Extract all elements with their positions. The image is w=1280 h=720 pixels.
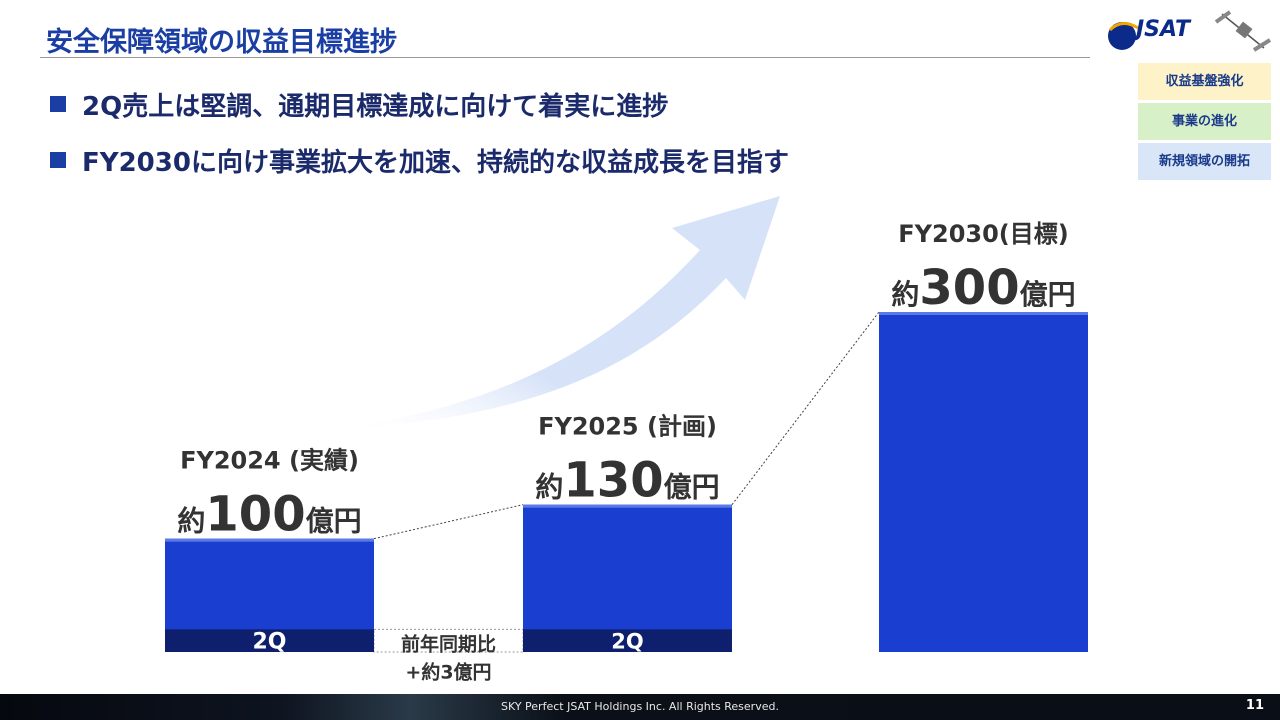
- connector-line: [731, 311, 880, 505]
- bar-highlight: [879, 312, 1088, 315]
- bullet-square-icon: [50, 96, 66, 112]
- footer: SKY Perfect JSAT Holdings Inc. All Right…: [0, 694, 1280, 720]
- yoy-annotation: +約3億円: [405, 660, 491, 683]
- category-label: FY2025 (計画): [538, 413, 717, 441]
- bar-3: [879, 312, 1088, 652]
- bar-2: [523, 504, 732, 652]
- segment-label: 2Q: [611, 629, 643, 653]
- bar-2q-segment: [523, 629, 732, 652]
- tag-revenue-base: 収益基盤強化: [1138, 63, 1271, 100]
- bullet-square-icon: [50, 152, 66, 168]
- page-number: 11: [1245, 698, 1264, 713]
- bar-2q-segment: [165, 629, 374, 652]
- tag-business-evolution: 事業の進化: [1138, 103, 1271, 140]
- bullet-point: 2Q売上は堅調、通期目標達成に向けて着実に進捗: [50, 86, 668, 123]
- logo-text: JSAT: [1136, 17, 1190, 42]
- title-divider: [40, 57, 1090, 58]
- value-label: 約130億円: [535, 453, 719, 509]
- segment-label: 進捗率 約40%: [557, 659, 699, 683]
- yoy-annotation: 前年同期比: [401, 632, 496, 655]
- growth-arrow-icon: [330, 196, 780, 430]
- category-tags: 収益基盤強化 事業の進化 新規領域の開拓: [1138, 63, 1271, 183]
- value-label: 約100億円: [177, 487, 361, 543]
- category-label: FY2024 (実績): [180, 447, 359, 475]
- company-logo: JSAT: [1104, 8, 1274, 58]
- value-label: 約300億円: [891, 260, 1075, 316]
- bar-highlight: [523, 504, 732, 508]
- bullet-text: FY2030に向け事業拡大を加速、持続的な収益成長を目指す: [82, 148, 789, 178]
- bullet-text: 2Q売上は堅調、通期目標達成に向けて着実に進捗: [82, 92, 669, 122]
- revenue-bar-chart: FY2024 (実績) 約100億円 FY2025 (計画) 約130億円 FY2030…: [165, 196, 1088, 683]
- page-title: 安全保障領域の収益目標進捗: [46, 27, 397, 58]
- connector-line: [373, 504, 524, 540]
- bar-highlight: [165, 538, 374, 542]
- satellite-logo-icon: [1108, 10, 1272, 52]
- copyright-text: SKY Perfect JSAT Holdings Inc. All Right…: [501, 700, 779, 713]
- tag-new-domains: 新規領域の開拓: [1138, 143, 1271, 180]
- category-label: FY2030(目標): [898, 220, 1069, 248]
- segment-label: 2Q: [252, 630, 286, 655]
- bullet-point: FY2030に向け事業拡大を加速、持続的な収益成長を目指す: [50, 142, 789, 179]
